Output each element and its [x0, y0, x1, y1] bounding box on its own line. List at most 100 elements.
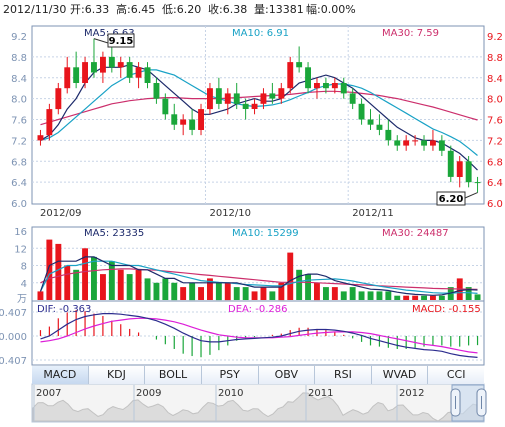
volume-bar — [349, 287, 356, 300]
volume-ma30-line — [40, 268, 478, 290]
macd-histogram — [39, 310, 479, 358]
volume-yaxis: 16 12 8 4 万 — [14, 227, 27, 305]
candle-body — [82, 62, 88, 83]
candle-body — [207, 88, 213, 110]
candle-body — [456, 161, 463, 177]
price-ytick-label: 6.8 — [11, 157, 27, 168]
price-xtick-label: 2012/11 — [352, 208, 394, 219]
volume-bar — [296, 269, 303, 300]
dif-series — [40, 313, 478, 358]
tab-wvad[interactable]: WVAD — [370, 366, 428, 384]
navigator-area — [32, 392, 484, 422]
tab-boll[interactable]: BOLL — [144, 366, 201, 384]
volume-ma10-series — [39, 260, 478, 294]
volume-bar — [153, 282, 160, 301]
price-xtick-label: 2012/10 — [209, 208, 251, 219]
candle-body — [126, 62, 133, 78]
volume-bar — [367, 291, 374, 300]
candle-body — [403, 140, 410, 146]
volume-bar — [144, 278, 151, 300]
volume-bar — [421, 295, 427, 300]
macd-dif-line — [40, 313, 478, 358]
volume-bar — [224, 282, 231, 301]
navigator-year-label: 2011 — [308, 388, 333, 399]
price-ytick-label-right: 7.6 — [487, 116, 503, 127]
volume-bar — [376, 291, 383, 300]
candle-body — [73, 67, 80, 83]
volume-bar — [37, 291, 44, 300]
volume-bar — [46, 239, 53, 300]
macd-ytick-label: 0.407 — [0, 308, 27, 319]
price-ytick-label-right: 8.4 — [487, 74, 503, 85]
price-ytick-label-right: 8.0 — [487, 95, 503, 106]
volume-bar — [180, 287, 187, 300]
candle-body — [323, 83, 329, 89]
volume-bar — [108, 261, 115, 300]
volume-bar — [251, 291, 258, 300]
candle-body — [171, 114, 178, 125]
volume-ma10-line — [39, 260, 478, 294]
header-close: 收:6.38 — [208, 2, 247, 16]
candle-body — [189, 119, 196, 130]
volume-bar — [287, 252, 294, 300]
volume-ma30-series — [40, 268, 478, 290]
candle-body — [269, 93, 276, 99]
tab-kdj[interactable]: KDJ — [87, 366, 145, 384]
navigator-year-label: 2010 — [218, 388, 243, 399]
price-ytick-label: 6.4 — [11, 178, 27, 189]
price-ytick-label: 6.0 — [11, 199, 27, 210]
price-ma30-label: MA30: 7.59 — [382, 28, 439, 39]
header-date: 2012/11/30 — [3, 3, 66, 16]
volume-bar — [474, 294, 481, 300]
price-ytick-label-right: 7.2 — [487, 136, 503, 147]
volume-bar — [215, 282, 222, 301]
candle-body — [91, 62, 97, 73]
volume-bar — [269, 291, 276, 300]
price-panel-frame — [31, 25, 485, 205]
volume-bar — [55, 243, 62, 300]
navigator-years: 2007 2009 2010 2011 2012 — [33, 385, 424, 421]
high-price-marker: 9.15 — [93, 33, 135, 48]
macd-ytick-label: -0.407 — [0, 356, 27, 367]
volume-ytick-label: 4 — [21, 279, 27, 290]
header-low: 低:6.20 — [162, 3, 201, 16]
volume-bar — [412, 295, 419, 300]
candle-body — [233, 93, 240, 104]
header-open: 开:6.33 — [70, 3, 109, 16]
price-ytick-label-right: 9.2 — [487, 32, 503, 43]
candle-body — [430, 140, 436, 146]
volume-bar — [117, 269, 124, 300]
indicator-tabs: MACD KDJ BOLL PSY OBV RSI WVAD CCI — [32, 366, 484, 384]
candle-body — [287, 62, 294, 89]
volume-bar — [126, 274, 133, 300]
volume-bar — [403, 295, 410, 300]
price-ytick-label: 7.6 — [11, 116, 27, 127]
tab-cci[interactable]: CCI — [427, 366, 484, 384]
volume-bar — [198, 287, 204, 300]
volume-ma5-line — [39, 256, 478, 296]
candle-body — [385, 129, 392, 141]
candle-body — [180, 119, 187, 125]
volume-ma5-label: MA5: 23335 — [84, 228, 144, 239]
candle-body — [46, 109, 53, 136]
candle-body — [465, 161, 472, 183]
candle-body — [100, 56, 106, 73]
low-price-marker: 6.20 — [436, 191, 478, 206]
volume-bar — [465, 287, 472, 300]
candle-body — [64, 67, 71, 89]
tab-psy[interactable]: PSY — [200, 366, 258, 384]
price-ytick-label-right: 6.0 — [487, 199, 503, 210]
volume-bar — [207, 278, 213, 300]
navigator-year-label: 2012 — [399, 388, 424, 399]
navigator-year-label: 2007 — [36, 388, 61, 399]
header-high: 高:6.45 — [116, 2, 155, 16]
navigator-year-label: 2009 — [136, 388, 161, 399]
price-ytick-label-right: 6.4 — [487, 178, 503, 189]
tab-macd[interactable]: MACD — [32, 366, 88, 384]
macd-value-label: MACD: -0.155 — [412, 304, 481, 315]
volume-bar — [233, 287, 240, 300]
tab-obv[interactable]: OBV — [257, 366, 315, 384]
volume-bars — [37, 239, 481, 301]
tab-rsi[interactable]: RSI — [314, 366, 371, 384]
